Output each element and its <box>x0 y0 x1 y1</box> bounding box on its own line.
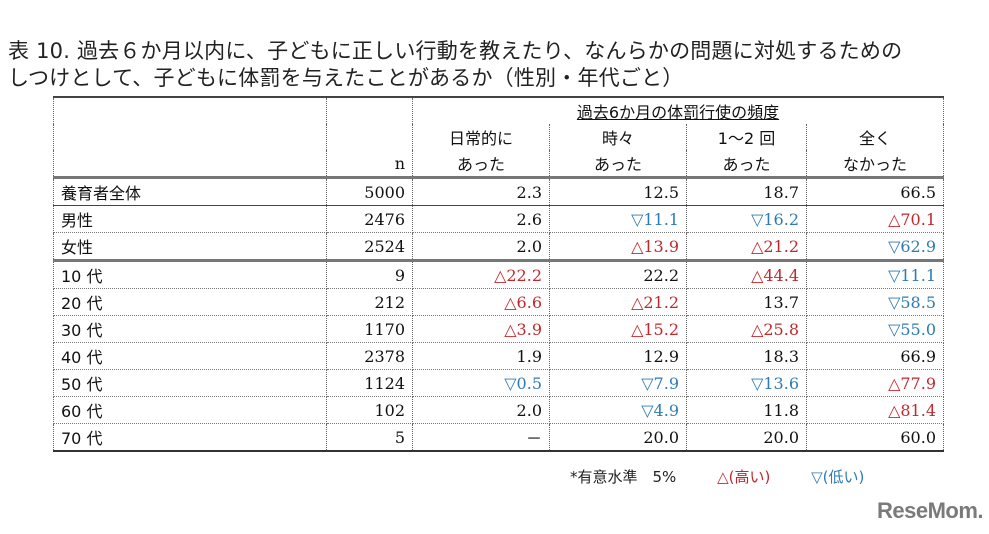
row-value: △13.9 <box>549 232 687 262</box>
row-value: 13.7 <box>686 288 807 316</box>
row-value: △21.2 <box>549 288 687 316</box>
row-value: 22.2 <box>549 260 687 289</box>
row-value: △15.2 <box>549 315 687 343</box>
row-label: 女性 <box>53 232 327 262</box>
row-value: 12.9 <box>549 342 687 370</box>
row-value: ▽0.5 <box>412 369 550 397</box>
row-n: 2378 <box>326 342 413 370</box>
table-row: 養育者全体 5000 2.3 12.5 18.7 66.5 <box>53 177 944 206</box>
row-value: ▽11.1 <box>806 260 944 289</box>
row-value: 66.5 <box>806 177 944 206</box>
row-value: 2.0 <box>412 232 550 262</box>
row-label: 50 代 <box>53 369 327 397</box>
col-n: n <box>326 150 413 179</box>
table-row: 70 代 5 － 20.0 20.0 60.0 <box>53 423 944 452</box>
row-n: 9 <box>326 260 413 289</box>
row-value: 2.6 <box>412 205 550 233</box>
row-label: 20 代 <box>53 288 327 316</box>
col-once-twice: 1～2 回 <box>686 124 807 150</box>
row-value: ▽13.6 <box>686 369 807 397</box>
row-value: 1.9 <box>412 342 550 370</box>
table-row: 10 代 9 △22.2 22.2 △44.4 ▽11.1 <box>53 260 944 289</box>
row-n: 5000 <box>326 177 413 206</box>
row-value: 18.7 <box>686 177 807 206</box>
group-header: 過去6か月の体罰行使の頻度 <box>576 103 780 122</box>
data-table: 過去6か月の体罰行使の頻度 日常的に 時々 1～2 回 全く n あった あった… <box>53 96 944 452</box>
significance-note: *有意水準 5% <box>570 468 677 486</box>
table-row: 60 代 102 2.0 ▽4.9 11.8 △81.4 <box>53 396 944 424</box>
row-n: 212 <box>326 288 413 316</box>
row-value: △77.9 <box>806 369 944 397</box>
row-value: ▽62.9 <box>806 232 944 262</box>
row-value: △70.1 <box>806 205 944 233</box>
row-value: 2.0 <box>412 396 550 424</box>
table-row: 女性 2524 2.0 △13.9 △21.2 ▽62.9 <box>53 232 944 262</box>
header-row-1: 日常的に 時々 1～2 回 全く <box>54 124 944 150</box>
row-value: △22.2 <box>412 260 550 289</box>
legend-low: ▽(低い) <box>811 468 865 486</box>
row-value: △81.4 <box>806 396 944 424</box>
row-label: 30 代 <box>53 315 327 343</box>
header-blank <box>53 96 327 179</box>
table-row: 30 代 1170 △3.9 △15.2 △25.8 ▽55.0 <box>53 315 944 343</box>
row-value: 20.0 <box>686 423 807 452</box>
row-value: ▽4.9 <box>549 396 687 424</box>
title-line-1: 表 10. 過去６か月以内に、子どもに正しい行動を教えたり、なんらかの問題に対処… <box>8 39 903 63</box>
row-label: 40 代 <box>53 342 327 370</box>
row-value: 2.3 <box>412 177 550 206</box>
table-row: 40 代 2378 1.9 12.9 18.3 66.9 <box>53 342 944 370</box>
row-value: △25.8 <box>686 315 807 343</box>
title-line-2: しつけとして、子どもに体罰を与えたことがあるか（性別・年代ごと） <box>8 66 684 90</box>
row-n: 2524 <box>326 232 413 262</box>
row-label: 養育者全体 <box>53 177 327 206</box>
row-value: 60.0 <box>806 423 944 452</box>
table-row: 男性 2476 2.6 ▽11.1 ▽16.2 △70.1 <box>53 205 944 233</box>
col-never: 全く <box>806 124 944 150</box>
row-value: 11.8 <box>686 396 807 424</box>
row-n: 1124 <box>326 369 413 397</box>
row-value: ▽11.1 <box>549 205 687 233</box>
row-value: － <box>412 423 550 452</box>
row-n: 102 <box>326 396 413 424</box>
row-label: 10 代 <box>53 260 327 289</box>
row-value: △44.4 <box>686 260 807 289</box>
row-value: 18.3 <box>686 342 807 370</box>
row-n: 1170 <box>326 315 413 343</box>
table-row: 50 代 1124 ▽0.5 ▽7.9 ▽13.6 △77.9 <box>53 369 944 397</box>
footnote: *有意水準 5% △(高い) ▽(低い) <box>570 466 900 487</box>
row-value: ▽55.0 <box>806 315 944 343</box>
resemom-logo: ReseMom. <box>877 498 984 523</box>
header-row-2: n あった あった あった なかった <box>54 150 944 179</box>
row-value: △21.2 <box>686 232 807 262</box>
row-value: 20.0 <box>549 423 687 452</box>
table-row: 20 代 212 △6.6 △21.2 13.7 ▽58.5 <box>53 288 944 316</box>
row-value: 66.9 <box>806 342 944 370</box>
row-n: 5 <box>326 423 413 452</box>
row-value: ▽58.5 <box>806 288 944 316</box>
row-value: ▽7.9 <box>549 369 687 397</box>
row-value: 12.5 <box>549 177 687 206</box>
legend-high: △(高い) <box>717 468 771 486</box>
row-value: ▽16.2 <box>686 205 807 233</box>
row-label: 60 代 <box>53 396 327 424</box>
row-n: 2476 <box>326 205 413 233</box>
row-value: △3.9 <box>412 315 550 343</box>
col-sometimes: 時々 <box>549 124 687 150</box>
row-label: 70 代 <box>53 423 327 452</box>
row-value: △6.6 <box>412 288 550 316</box>
header-row-group: 過去6か月の体罰行使の頻度 <box>53 96 944 179</box>
table-title: 表 10. 過去６か月以内に、子どもに正しい行動を教えたり、なんらかの問題に対処… <box>8 38 902 92</box>
col-daily: 日常的に <box>412 124 550 150</box>
row-label: 男性 <box>53 205 327 233</box>
